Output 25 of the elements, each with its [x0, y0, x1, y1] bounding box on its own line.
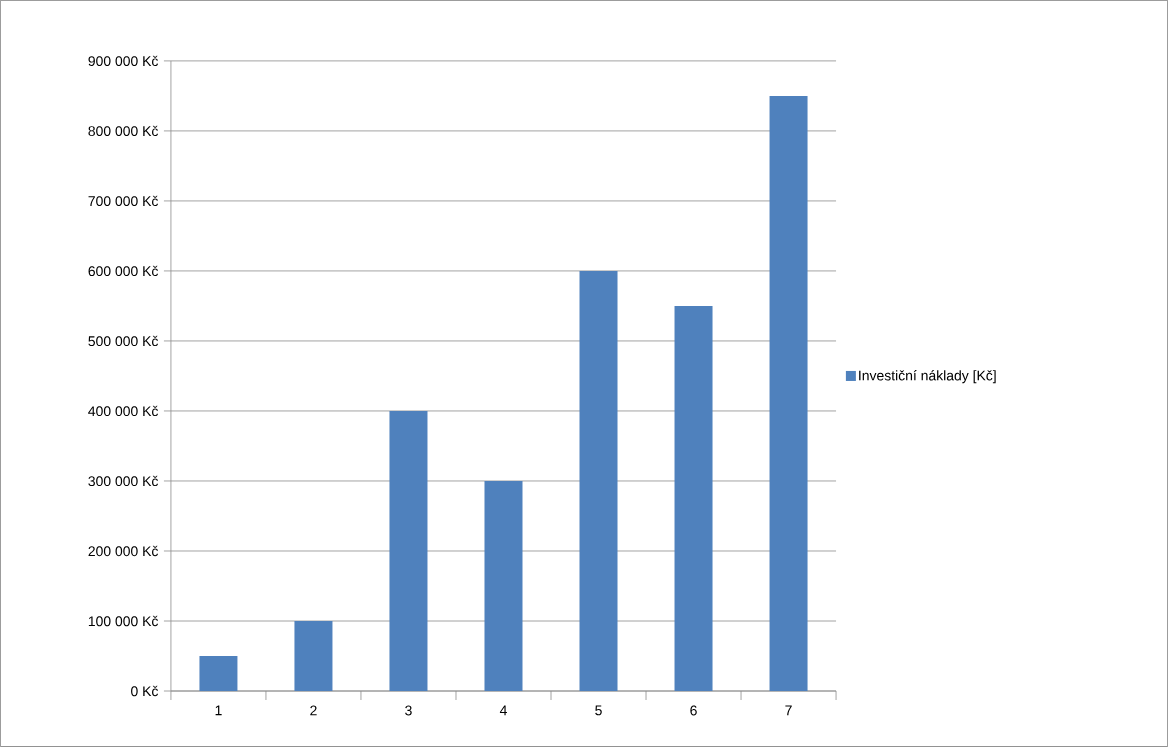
bar	[579, 270, 618, 692]
x-tick-label: 3	[405, 705, 412, 716]
legend-label: Investiční náklady [Kč]	[859, 370, 996, 384]
y-tick-label: 600 000 Kč	[88, 265, 159, 277]
bar	[199, 656, 238, 692]
bar	[769, 95, 808, 692]
x-tick-label: 4	[499, 705, 507, 716]
y-tick-label: 500 000 Kč	[88, 335, 159, 347]
bar	[674, 305, 713, 692]
x-tick-label: 5	[595, 705, 602, 716]
x-tick-label: 2	[310, 705, 317, 716]
bar	[294, 621, 333, 692]
x-tick-label: 1	[215, 705, 222, 716]
y-tick-label: 0 Kč	[131, 685, 159, 697]
y-tick-label: 200 000 Kč	[88, 545, 159, 557]
y-tick-label: 400 000 Kč	[88, 405, 159, 417]
x-tick-label: 7	[785, 705, 792, 716]
y-tick-label: 700 000 Kč	[88, 195, 159, 207]
x-tick-label: 6	[690, 705, 697, 716]
bar	[389, 410, 428, 692]
y-tick-label: 100 000 Kč	[88, 615, 159, 627]
y-tick-label: 300 000 Kč	[88, 475, 159, 487]
y-tick-label: 800 000 Kč	[88, 125, 159, 137]
y-tick-label: 900 000 Kč	[88, 55, 159, 67]
bar	[484, 481, 523, 692]
